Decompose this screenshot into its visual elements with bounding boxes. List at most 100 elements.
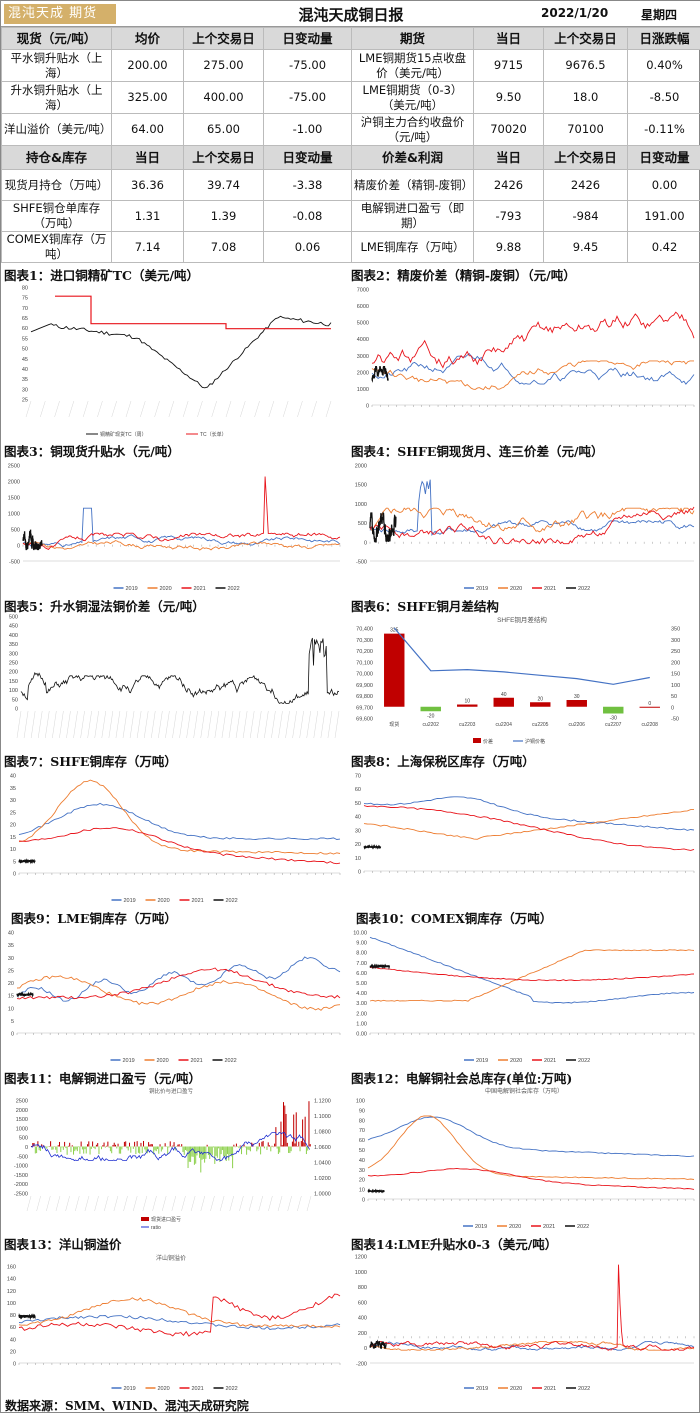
pnl-bar <box>38 1146 40 1151</box>
pnl-bar <box>127 1146 129 1151</box>
legend-label: 2020 <box>158 1386 170 1392</box>
pnl-bar <box>113 1142 115 1147</box>
y-tick-label: 30 <box>355 828 361 834</box>
series-line-2020 <box>367 1115 695 1180</box>
x-date-label <box>250 710 255 739</box>
x-date-label <box>179 710 184 739</box>
series-line-2020 <box>363 808 695 840</box>
category-label: cu2208 <box>642 722 659 728</box>
legend-label: 2021 <box>194 586 206 592</box>
col-header: 期货 <box>351 27 474 50</box>
col-header: 上个交易日 <box>543 145 628 170</box>
c2-svg: 7000 6000 5000 4000 3000 2000 1000 0 <box>357 288 695 410</box>
chart-caption-8: 图表8：上海保税区库存（万吨） <box>351 754 535 769</box>
pnl-bar <box>67 1145 69 1147</box>
pnl-bar <box>174 1146 176 1151</box>
table-cell: -75.00 <box>263 49 352 82</box>
pnl-bar <box>206 1144 208 1147</box>
y-tick-label: 69,900 <box>356 683 373 689</box>
bar-data-label: 20 <box>537 696 543 702</box>
pnl-bar <box>56 1146 58 1154</box>
col-header: 日涨跌幅 <box>627 27 700 50</box>
pnl-bar <box>261 1141 263 1147</box>
y-tick-label: 70,300 <box>356 638 373 644</box>
y-tick-label: 300 <box>9 651 18 657</box>
legend-label: TC（长单） <box>200 431 227 438</box>
y-tick-label: 10.00 <box>353 931 367 937</box>
legend-label: 2019 <box>476 1386 488 1392</box>
x-date-label <box>172 710 177 739</box>
y-tick-label: 1.00 <box>356 1021 367 1027</box>
table-row: 升水铜升贴水（上海） 325.00 400.00 -75.00 LME铜期货（0… <box>1 81 700 114</box>
y-tick-label: 50 <box>355 801 361 807</box>
pnl-bar <box>220 1146 222 1155</box>
series-line-2020 <box>18 1297 341 1328</box>
ratio-line <box>30 1132 311 1162</box>
x-date-label <box>258 1195 263 1212</box>
x-date-label <box>268 400 275 418</box>
pnl-bar <box>302 1119 304 1147</box>
series-line-2019 <box>18 1315 341 1330</box>
pnl-bar <box>308 1101 310 1147</box>
pnl-bar <box>151 1144 153 1147</box>
y-tick-label: 10 <box>8 1006 14 1012</box>
pnl-bar <box>299 1146 301 1152</box>
y-tick-label: 0 <box>364 1346 367 1352</box>
pnl-bar <box>171 1146 173 1148</box>
pnl-bar <box>304 1116 306 1147</box>
report-weekday: 星期四 <box>641 8 678 22</box>
col-header: 现货（元/吨） <box>1 27 112 50</box>
legend-label: 2019 <box>124 1386 136 1392</box>
pnl-bar <box>204 1146 206 1163</box>
pnl-bar <box>101 1146 103 1150</box>
bar-data-label: 30 <box>574 694 580 700</box>
table-cell: 9715 <box>473 49 544 82</box>
pnl-bar <box>116 1146 118 1149</box>
pnl-bar <box>185 1146 187 1150</box>
x-date-label <box>334 710 340 739</box>
company-logo: 混沌天成 期货 <box>4 4 116 24</box>
pnl-bar <box>283 1102 285 1147</box>
pnl-bar <box>39 1146 41 1151</box>
table-header-row: 持仓&库存 当日 上个交易日 日变动量 价差&利润 当日 上个交易日 日变动量 <box>1 145 700 170</box>
y-tick-label: 5.00 <box>356 981 367 987</box>
x-date-label <box>108 710 114 739</box>
y-tick-label: 70,000 <box>356 672 373 678</box>
col-header: 上个交易日 <box>543 27 628 50</box>
pnl-bar <box>52 1146 54 1150</box>
y-tick-label: -2500 <box>14 1192 28 1198</box>
pnl-bar <box>102 1145 104 1147</box>
pnl-bar <box>239 1145 241 1147</box>
pnl-bar <box>200 1146 202 1173</box>
pnl-bar <box>270 1146 272 1152</box>
y-tick-label: 350 <box>9 642 18 648</box>
y-tick-label: 30 <box>8 956 14 962</box>
y-tick-label: 35 <box>10 786 16 792</box>
chart-caption-14: 图表14:LME升贴水0-3（美元/吨） <box>351 1237 558 1252</box>
pnl-bar <box>234 1146 236 1148</box>
pnl-bar <box>153 1146 155 1155</box>
x-date-label <box>144 710 149 739</box>
table-cell: 7.14 <box>111 231 184 263</box>
category-label: cu2205 <box>532 722 549 728</box>
table-cell: 2426 <box>473 169 544 201</box>
spread-bar <box>639 706 660 708</box>
category-label: cu2203 <box>459 722 476 728</box>
series-line-2021 <box>18 1293 341 1337</box>
x-date-label <box>285 710 290 739</box>
pnl-bar <box>309 1144 311 1147</box>
y-tick-label: 3.00 <box>356 1001 367 1007</box>
tc-long-term-line <box>55 295 331 330</box>
legend-label: 2022 <box>225 1058 237 1064</box>
table-cell: 平水铜升贴水（上海） <box>1 49 112 82</box>
y-tick-label: 25 <box>10 810 16 816</box>
legend-label: 2021 <box>192 898 204 904</box>
pnl-bar <box>209 1146 211 1159</box>
pnl-bar <box>79 1146 81 1154</box>
pnl-bar <box>76 1146 78 1152</box>
position-inventory-table: 持仓&库存 当日 上个交易日 日变动量 价差&利润 当日 上个交易日 日变动量 … <box>1 145 700 263</box>
table-cell: 200.00 <box>111 49 184 82</box>
legend-label: 2021 <box>544 1058 556 1064</box>
x-date-label <box>82 400 89 418</box>
